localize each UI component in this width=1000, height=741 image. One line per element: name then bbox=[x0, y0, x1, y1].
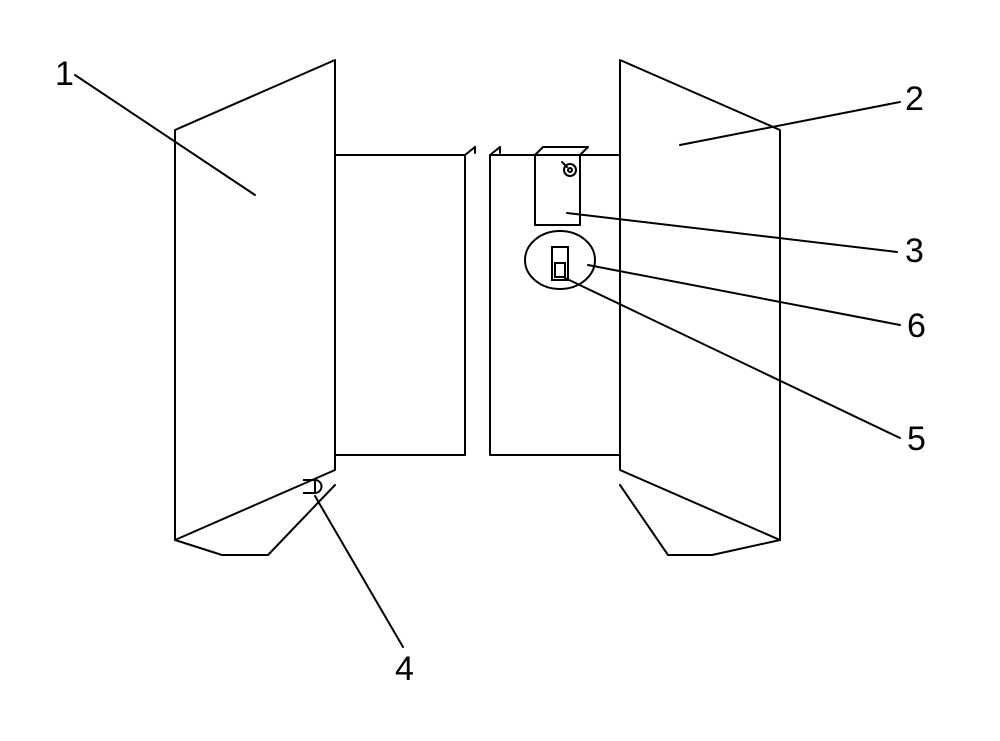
leader-line-1 bbox=[75, 75, 255, 195]
label-4: 4 bbox=[395, 650, 414, 689]
leader-line-6 bbox=[588, 265, 900, 325]
leader-line-2 bbox=[680, 102, 900, 145]
leader-line-5 bbox=[565, 278, 900, 438]
label-3: 3 bbox=[905, 232, 924, 271]
diagram-svg bbox=[0, 0, 1000, 741]
leader-line-4 bbox=[315, 496, 403, 647]
leader-line-3 bbox=[567, 213, 897, 252]
label-6: 6 bbox=[907, 307, 926, 346]
label-1: 1 bbox=[55, 55, 74, 94]
label-5: 5 bbox=[907, 420, 926, 459]
label-2: 2 bbox=[905, 80, 924, 119]
